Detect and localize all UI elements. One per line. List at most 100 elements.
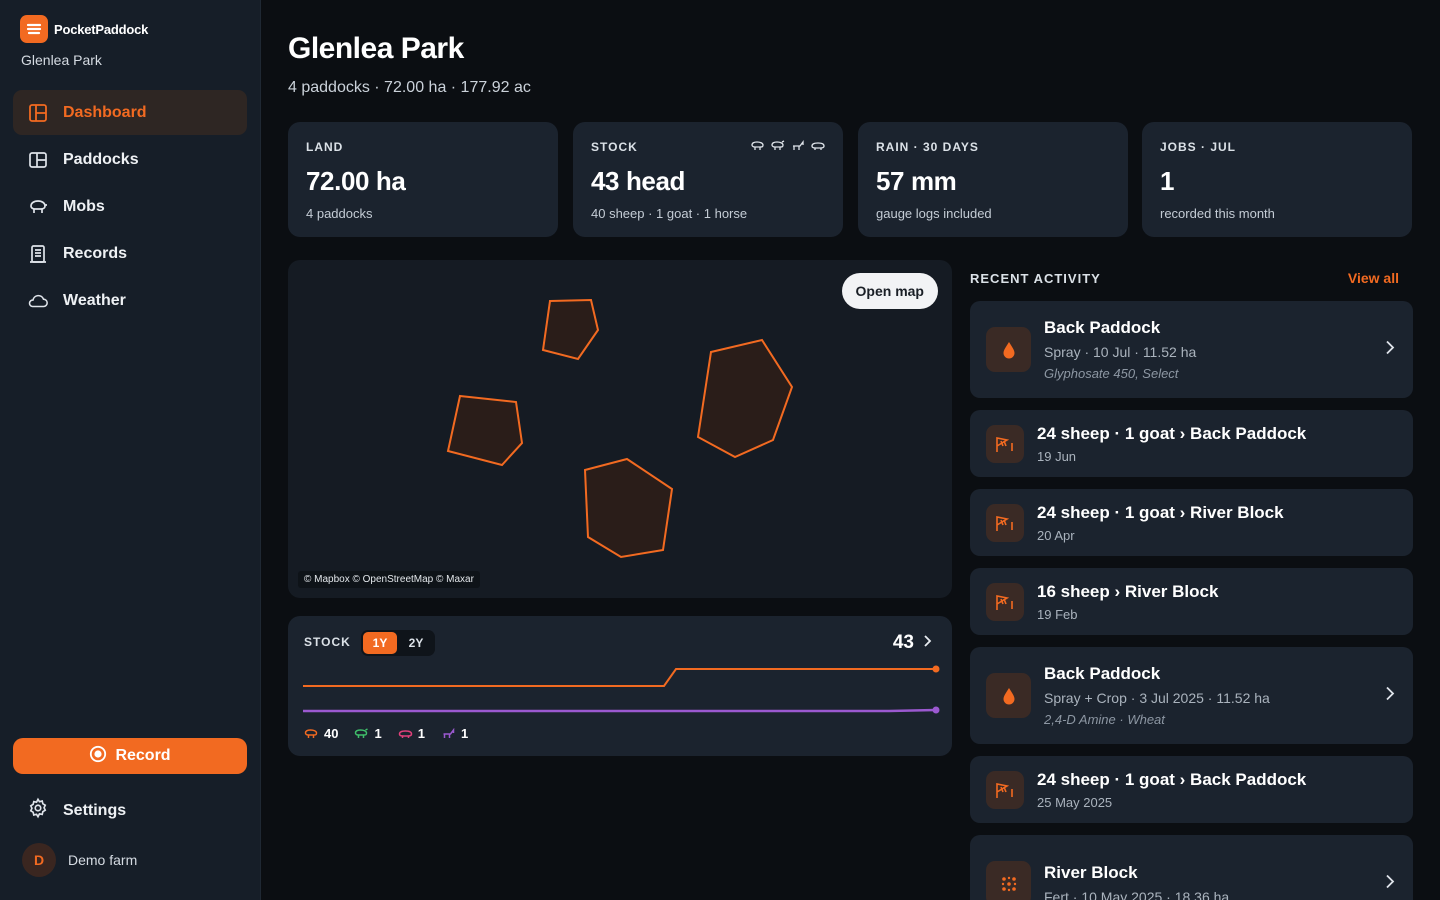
activity-item[interactable]: River Block Fert · 10 May 2025 · 18.36 h… (970, 835, 1413, 900)
sidebar-item-label: Weather (63, 291, 126, 309)
chevron-right-icon (1385, 873, 1395, 894)
activity-icon-wrap (986, 582, 1024, 621)
stat-value: 1 (1160, 166, 1175, 196)
activity-title: Back Paddock (1044, 318, 1161, 337)
stat-label: LAND (306, 140, 344, 154)
activity-item[interactable]: 24 sheep · 1 goat › Back Paddock 25 May … (970, 756, 1413, 823)
fertilizer-icon (1001, 876, 1016, 891)
legend-item-cattle: 1 (398, 726, 425, 741)
activity-sub: 19 Jun (1037, 448, 1077, 464)
farm-name: Glenlea Park (21, 52, 102, 68)
stock-chart-card: STOCK 1Y 2Y 43 40 1 1 1 (288, 616, 952, 756)
stock-legend: 40 1 1 1 (304, 726, 468, 741)
stat-value: 43 head (591, 166, 686, 196)
sidebar-item-weather[interactable]: Weather (13, 278, 247, 323)
paddock-polygon[interactable] (696, 338, 794, 459)
droplet-icon (1003, 687, 1014, 704)
stock-line-other (303, 708, 937, 713)
stat-card-jobs[interactable]: JOBS · JUL 1 recorded this month (1142, 122, 1412, 237)
legend-count: 40 (324, 726, 339, 741)
activity-sub: Spray · 10 Jul · 11.52 ha (1044, 344, 1197, 360)
settings-button[interactable]: Settings (27, 797, 126, 824)
sidebar-item-label: Dashboard (63, 103, 147, 121)
activity-list: Back Paddock Spray · 10 Jul · 11.52 ha G… (970, 301, 1413, 900)
record-label: Record (115, 747, 171, 764)
cloud-icon (27, 290, 49, 312)
stat-value: 72.00 ha (306, 166, 406, 196)
activity-icon-wrap (986, 503, 1024, 542)
range-toggle: 1Y 2Y (361, 630, 435, 656)
sidebar-item-label: Paddocks (63, 150, 139, 168)
activity-icon-wrap (986, 673, 1031, 718)
sheep-icon (27, 196, 49, 218)
legend-count: 1 (460, 726, 469, 741)
chevron-right-icon (1385, 685, 1395, 706)
stat-label: STOCK (591, 140, 638, 154)
sidebar-item-dashboard[interactable]: Dashboard (13, 90, 247, 135)
paddock-polygon[interactable] (583, 457, 674, 559)
sidebar-item-mobs[interactable]: Mobs (13, 184, 247, 229)
activity-item[interactable]: 24 sheep · 1 goat › River Block 20 Apr (970, 489, 1413, 556)
stat-sub: 4 paddocks (306, 206, 373, 221)
activity-item[interactable]: Back Paddock Spray · 10 Jul · 11.52 ha G… (970, 301, 1413, 398)
sidebar: PocketPaddock Glenlea Park Dashboard Pad… (0, 0, 261, 900)
stat-sub: gauge logs included (876, 206, 992, 221)
activity-note: Glyphosate 450, Select (1044, 366, 1179, 381)
paddock-map[interactable]: Open map © Mapbox © OpenStreetMap © Maxa… (288, 260, 952, 598)
map-canvas (446, 298, 794, 559)
activity-item[interactable]: 24 sheep · 1 goat › Back Paddock 19 Jun (970, 410, 1413, 477)
activity-title: 24 sheep · 1 goat › Back Paddock (1037, 769, 1307, 789)
app-name: PocketPaddock (54, 21, 149, 37)
activity-icon-wrap (986, 770, 1024, 809)
sidebar-item-records[interactable]: Records (13, 231, 247, 276)
range-option-2y[interactable]: 2Y (408, 636, 424, 650)
activity-icon-wrap (986, 424, 1024, 463)
legend-count: 1 (417, 726, 425, 741)
stock-species-icons (751, 140, 825, 152)
activity-item[interactable]: Back Paddock Spray + Crop · 3 Jul 2025 ·… (970, 647, 1413, 744)
record-icon (89, 745, 107, 768)
activity-title: 24 sheep · 1 goat › River Block (1037, 502, 1284, 522)
legend-item-sheep: 40 (304, 726, 338, 741)
legend-item-goat: 1 (354, 726, 382, 741)
user-name: Demo farm (68, 852, 138, 868)
activity-title: River Block (1044, 862, 1138, 882)
paddock-polygon[interactable] (446, 394, 524, 467)
sidebar-nav: Dashboard Paddocks Mobs Records Weather (13, 90, 247, 325)
stat-card-rain[interactable]: RAIN · 30 DAYS 57 mm gauge logs included (858, 122, 1128, 237)
stat-card-stock[interactable]: STOCK 43 head 40 sheep · 1 goat · 1 hors… (573, 122, 843, 237)
activity-sub: 25 May 2025 (1037, 794, 1113, 810)
open-map-button[interactable]: Open map (841, 273, 938, 309)
sidebar-item-label: Mobs (63, 197, 105, 215)
goat-icon (771, 140, 785, 150)
range-option-1y[interactable]: 1Y (363, 632, 397, 654)
avatar: D (22, 843, 56, 877)
brand[interactable]: PocketPaddock (20, 15, 148, 43)
user-profile[interactable]: D Demo farm (22, 843, 137, 877)
stat-card-land[interactable]: LAND 72.00 ha 4 paddocks (288, 122, 558, 237)
activity-item[interactable]: 16 sheep › River Block 19 Feb (970, 568, 1413, 635)
paddock-polygon[interactable] (541, 298, 600, 361)
page-title: Glenlea Park (288, 32, 464, 65)
sidebar-item-paddocks[interactable]: Paddocks (13, 137, 247, 182)
activity-title: 24 sheep · 1 goat › Back Paddock (1037, 423, 1307, 443)
cattle-icon (811, 142, 825, 150)
settings-label: Settings (63, 801, 127, 819)
legend-count: 1 (374, 726, 382, 741)
activity-title: Back Paddock (1044, 664, 1161, 683)
activity-icon-wrap (986, 861, 1031, 900)
stock-total-link[interactable]: 43 (893, 632, 932, 654)
record-button[interactable]: Record (13, 738, 247, 774)
stock-line-other-endpoint (932, 706, 940, 714)
move-flag-icon (996, 594, 1013, 610)
stat-label: RAIN · 30 DAYS (876, 140, 979, 154)
horse-icon (443, 727, 455, 738)
page-subtitle: 4 paddocks · 72.00 ha · 177.92 ac (288, 79, 531, 96)
gear-icon (27, 797, 49, 824)
activity-sub: 20 Apr (1037, 527, 1075, 543)
stat-label: JOBS · JUL (1160, 140, 1237, 154)
move-flag-icon (996, 515, 1013, 531)
horse-icon (793, 140, 804, 150)
move-flag-icon (996, 782, 1013, 798)
view-all-link[interactable]: View all (1347, 270, 1399, 286)
